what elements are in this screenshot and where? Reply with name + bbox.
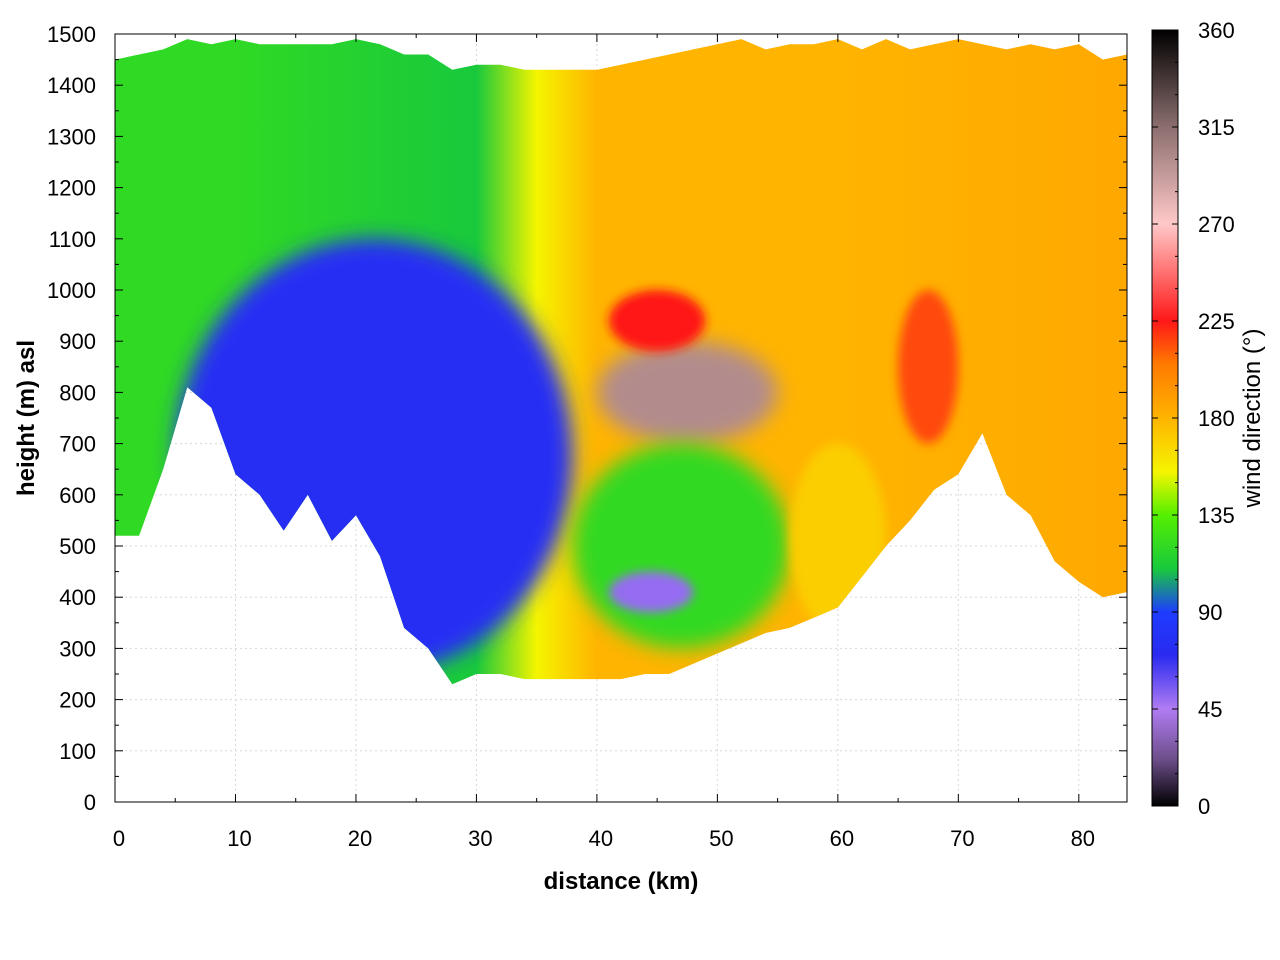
x-tick-label: 50 [709,826,733,851]
colorbar-tick-label: 135 [1198,503,1235,528]
colorbar-ticks: 0 45 90 135 180 225 270 315 360 [1152,18,1235,819]
y-tick-label: 600 [59,483,96,508]
colorbar-tick-label: 270 [1198,212,1235,237]
colorbar-tick-label: 315 [1198,115,1235,140]
y-tick-label: 0 [84,790,96,815]
y-tick-label: 300 [59,636,96,661]
wind-field [115,39,1127,685]
y-tick-label: 900 [59,329,96,354]
colorbar-tick-label: 90 [1198,600,1222,625]
x-tick-label: 0 [113,826,125,851]
x-tick-label: 60 [830,826,854,851]
y-axis: 0 100 200 300 400 500 600 700 800 900 1000 1100 1200… [47,22,1127,815]
field-region-lower-easterly [572,443,790,649]
x-axis: 0 10 20 30 40 50 60 70 80 [113,34,1095,851]
field-region-lee-eddy [596,341,778,444]
y-tick-label: 500 [59,534,96,559]
x-tick-label: 10 [227,826,251,851]
field-region-low-pocket [608,571,694,613]
y-tick-label: 100 [59,739,96,764]
colorbar-tick-label: 45 [1198,697,1222,722]
y-tick-label: 200 [59,688,96,713]
y-axis-title: height (m) asl [13,340,40,496]
x-tick-label: 30 [468,826,492,851]
x-tick-label: 70 [950,826,974,851]
field-region-east-maximum [898,290,959,444]
y-tick-label: 1200 [47,176,96,201]
x-tick-label: 20 [348,826,372,851]
y-tick-label: 700 [59,432,96,457]
colorbar: 0 45 90 135 180 225 270 315 360 wind direction (… [1151,18,1266,819]
x-tick-label: 80 [1071,826,1095,851]
colorbar-tick-label: 360 [1198,18,1235,43]
y-tick-label: 400 [59,585,96,610]
colorbar-tick-label: 225 [1198,309,1235,334]
y-tick-label: 800 [59,380,96,405]
y-tick-label: 1300 [47,124,96,149]
y-tick-label: 1400 [47,73,96,98]
y-tick-label: 1500 [47,22,96,47]
field-region-southerly-jet [608,290,706,352]
x-axis-title: distance (km) [544,868,699,895]
colorbar-title: wind direction (°) [1239,329,1266,509]
x-tick-label: 40 [589,826,613,851]
y-tick-label: 1100 [49,227,96,252]
colorbar-tick-label: 180 [1198,406,1235,431]
y-tick-label: 1000 [47,278,96,303]
colorbar-tick-label: 0 [1198,794,1210,819]
